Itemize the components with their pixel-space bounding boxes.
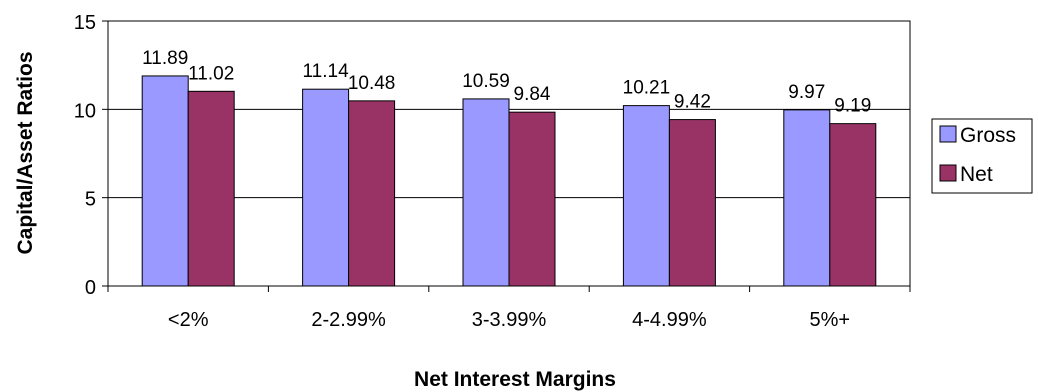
- data-label-net-3: 9.42: [674, 92, 711, 113]
- y-axis-title: Capital/Asset Ratios: [14, 51, 37, 254]
- x-axis-ticks: <2% 2-2.99% 3-3.99% 4-4.99% 5%+: [107, 286, 911, 331]
- bars: [141, 75, 877, 287]
- bar-net-4: [829, 123, 877, 287]
- legend-swatch-net: [939, 164, 957, 182]
- bar-net-3: [668, 119, 716, 287]
- data-label-gross-3: 10.21: [623, 78, 671, 99]
- bar-gross-1: [302, 88, 350, 287]
- plot-frame: [107, 20, 911, 287]
- legend-label-gross: Gross: [960, 124, 1016, 147]
- data-label-net-0: 11.02: [188, 63, 234, 84]
- y-tick-label-1: 5: [85, 189, 96, 211]
- data-label-net-1: 10.48: [348, 73, 396, 94]
- bar-gross-2: [462, 98, 510, 287]
- legend: Gross Net: [931, 118, 1033, 194]
- data-label-gross-1: 11.14: [303, 61, 350, 82]
- data-label-net-2: 9.84: [514, 84, 551, 105]
- x-tick-label-0: <2%: [168, 309, 209, 331]
- legend-swatch-gross: [939, 125, 957, 143]
- bar-gross-3: [622, 105, 670, 287]
- bar-net-2: [508, 111, 556, 287]
- x-tick-label-4: 5%+: [810, 309, 851, 331]
- y-tick-label-0: 0: [85, 277, 96, 299]
- bar-gross-0: [141, 75, 189, 287]
- y-tick-label-3: 15: [74, 12, 96, 34]
- data-label-gross-4: 9.97: [788, 82, 825, 103]
- data-label-gross-0: 11.89: [142, 48, 188, 69]
- y-tick-label-2: 10: [74, 100, 96, 122]
- bar-net-0: [187, 90, 235, 287]
- x-tick-label-2: 3-3.99%: [472, 309, 547, 331]
- x-tick-label-3: 4-4.99%: [632, 309, 707, 331]
- data-label-gross-2: 10.59: [462, 71, 510, 92]
- x-tick-label-1: 2-2.99%: [311, 309, 386, 331]
- plot-border: [107, 20, 911, 287]
- legend-label-net: Net: [960, 163, 993, 186]
- data-label-net-4: 9.19: [834, 96, 871, 117]
- bar-gross-4: [783, 109, 831, 287]
- bar-net-1: [348, 100, 396, 287]
- x-axis-title: Net Interest Margins: [414, 368, 616, 391]
- y-axis-ticks: 0 5 10 15: [74, 12, 108, 299]
